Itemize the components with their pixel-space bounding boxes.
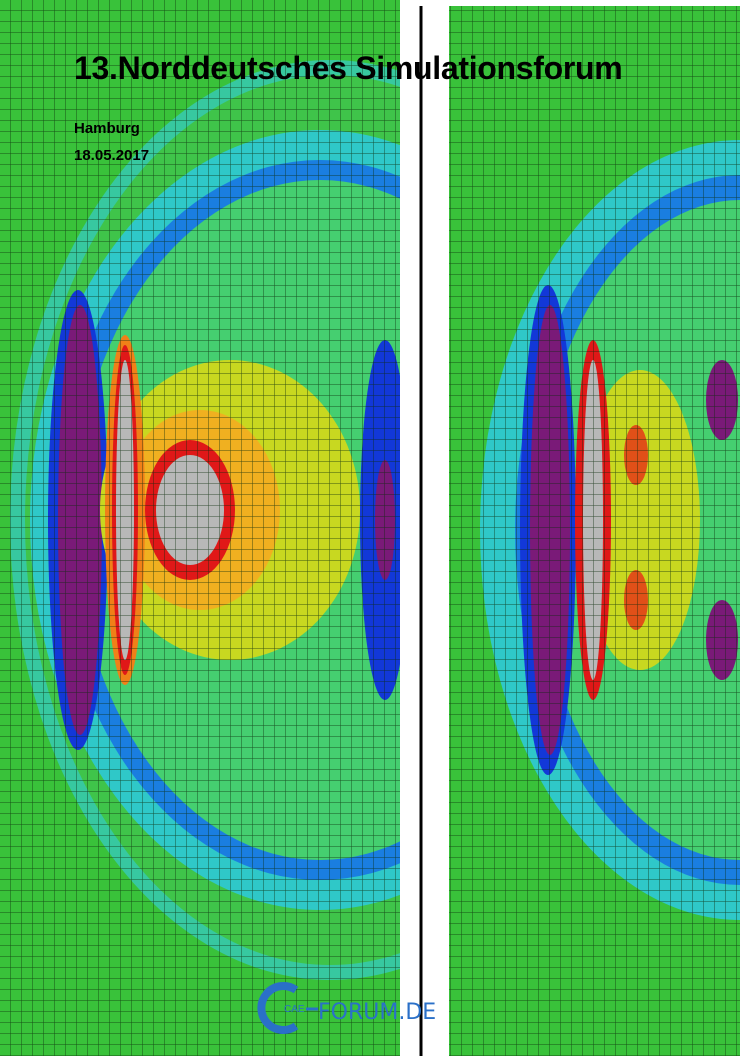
date: 18.05.2017 xyxy=(74,147,150,164)
logo-mark: CAE xyxy=(284,1004,305,1015)
location: Hamburg xyxy=(74,120,140,137)
title: 13.Norddeutsches Simulationsforum xyxy=(74,50,623,86)
logo-text: FORUM.DE xyxy=(318,1000,436,1025)
left-panel xyxy=(0,0,400,1056)
right-panel xyxy=(449,6,740,1056)
logo: CAE FORUM.DE xyxy=(257,982,436,1034)
